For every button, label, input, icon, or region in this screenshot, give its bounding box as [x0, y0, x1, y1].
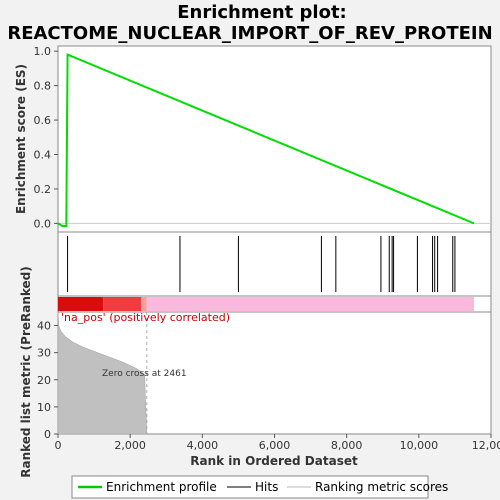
- metric-ylabel: Ranked list metric (PreRanked): [19, 266, 33, 478]
- xtick-label: 10,000: [400, 439, 439, 452]
- metric-y-axis: 0 10 20 30 40: [37, 320, 58, 441]
- chart-title-line2: REACTOME_NUCLEAR_IMPORT_OF_REV_PROTEIN: [7, 23, 492, 44]
- xtick-label: 12,000: [472, 439, 500, 452]
- x-axis-label: Rank in Ordered Dataset: [190, 454, 358, 468]
- es-ytick-label: 0.6: [34, 114, 52, 127]
- zero-cross-label: Zero cross at 2461: [102, 369, 187, 379]
- metric-area: [57, 311, 148, 435]
- xtick-label: 0: [55, 439, 62, 452]
- es-ylabel: Enrichment score (ES): [14, 64, 28, 214]
- heatmap-strip: [58, 297, 475, 311]
- xtick-label: 6,000: [259, 439, 291, 452]
- na-pos-label: 'na_pos' (positively correlated): [61, 311, 230, 324]
- es-curve: [57, 53, 475, 227]
- es-ytick-label: 0.4: [34, 149, 52, 162]
- legend: Enrichment profile Hits Ranking metric sco…: [78, 480, 448, 494]
- x-axis: 0 2,000 4,000 6,000 8,000 10,000 12,000: [55, 434, 500, 452]
- metric-ytick-label: 0: [44, 428, 51, 441]
- heatmap-segment: [140, 297, 147, 311]
- es-ytick-label: 0.0: [34, 217, 52, 230]
- xtick-label: 8,000: [331, 439, 363, 452]
- es-ytick-label: 0.8: [34, 80, 52, 93]
- legend-label: Ranking metric scores: [315, 480, 448, 494]
- legend-label: Enrichment profile: [106, 480, 217, 494]
- xtick-label: 4,000: [187, 439, 219, 452]
- chart-title-line1: Enrichment plot:: [177, 2, 347, 23]
- hits-panel: [57, 231, 492, 297]
- hit-lines: [67, 236, 456, 292]
- metric-ytick-label: 40: [37, 320, 51, 333]
- metric-ytick-label: 10: [37, 401, 51, 414]
- heatmap-segment: [103, 297, 141, 311]
- heatmap-segment: [58, 297, 104, 311]
- xtick-label: 2,000: [114, 439, 146, 452]
- es-ytick-label: 1.0: [34, 45, 52, 58]
- es-y-axis: 0.0 0.2 0.4 0.6 0.8 1.0: [34, 45, 58, 230]
- metric-ytick-label: 30: [37, 347, 51, 360]
- heatmap-segment: [146, 297, 475, 311]
- es-ytick-label: 0.2: [34, 183, 52, 196]
- metric-ytick-label: 20: [37, 374, 51, 387]
- legend-label: Hits: [255, 480, 278, 494]
